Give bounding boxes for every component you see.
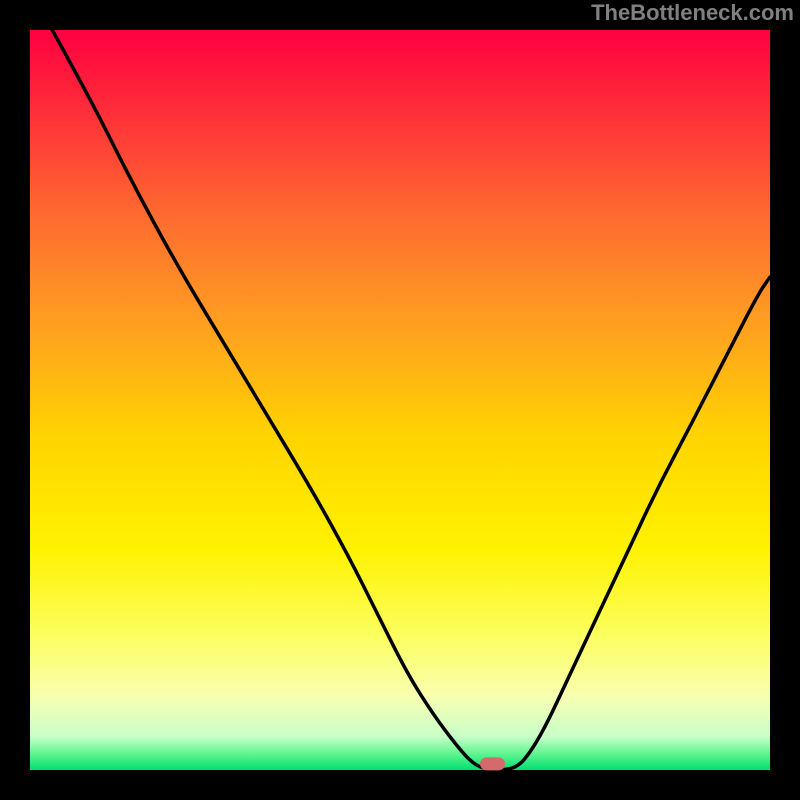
watermark-text: TheBottleneck.com xyxy=(591,0,794,26)
optimal-marker xyxy=(480,757,506,770)
chart-frame: TheBottleneck.com xyxy=(0,0,800,800)
plot-area xyxy=(30,30,770,770)
bottleneck-curve xyxy=(30,30,770,770)
